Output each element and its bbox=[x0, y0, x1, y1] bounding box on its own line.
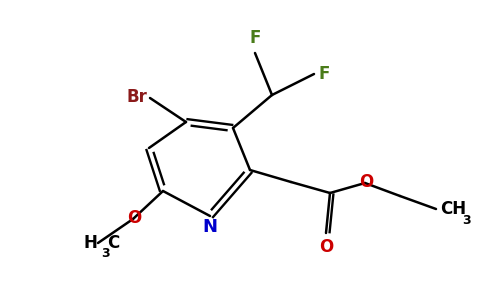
Text: F: F bbox=[249, 29, 261, 47]
Text: H: H bbox=[83, 234, 97, 252]
Text: N: N bbox=[202, 218, 217, 236]
Text: 3: 3 bbox=[462, 214, 470, 227]
Text: O: O bbox=[359, 173, 373, 191]
Text: 3: 3 bbox=[101, 247, 109, 260]
Text: CH: CH bbox=[440, 200, 466, 218]
Text: O: O bbox=[127, 209, 141, 227]
Text: Br: Br bbox=[126, 88, 147, 106]
Text: C: C bbox=[107, 234, 119, 252]
Text: O: O bbox=[319, 238, 333, 256]
Text: F: F bbox=[318, 65, 330, 83]
